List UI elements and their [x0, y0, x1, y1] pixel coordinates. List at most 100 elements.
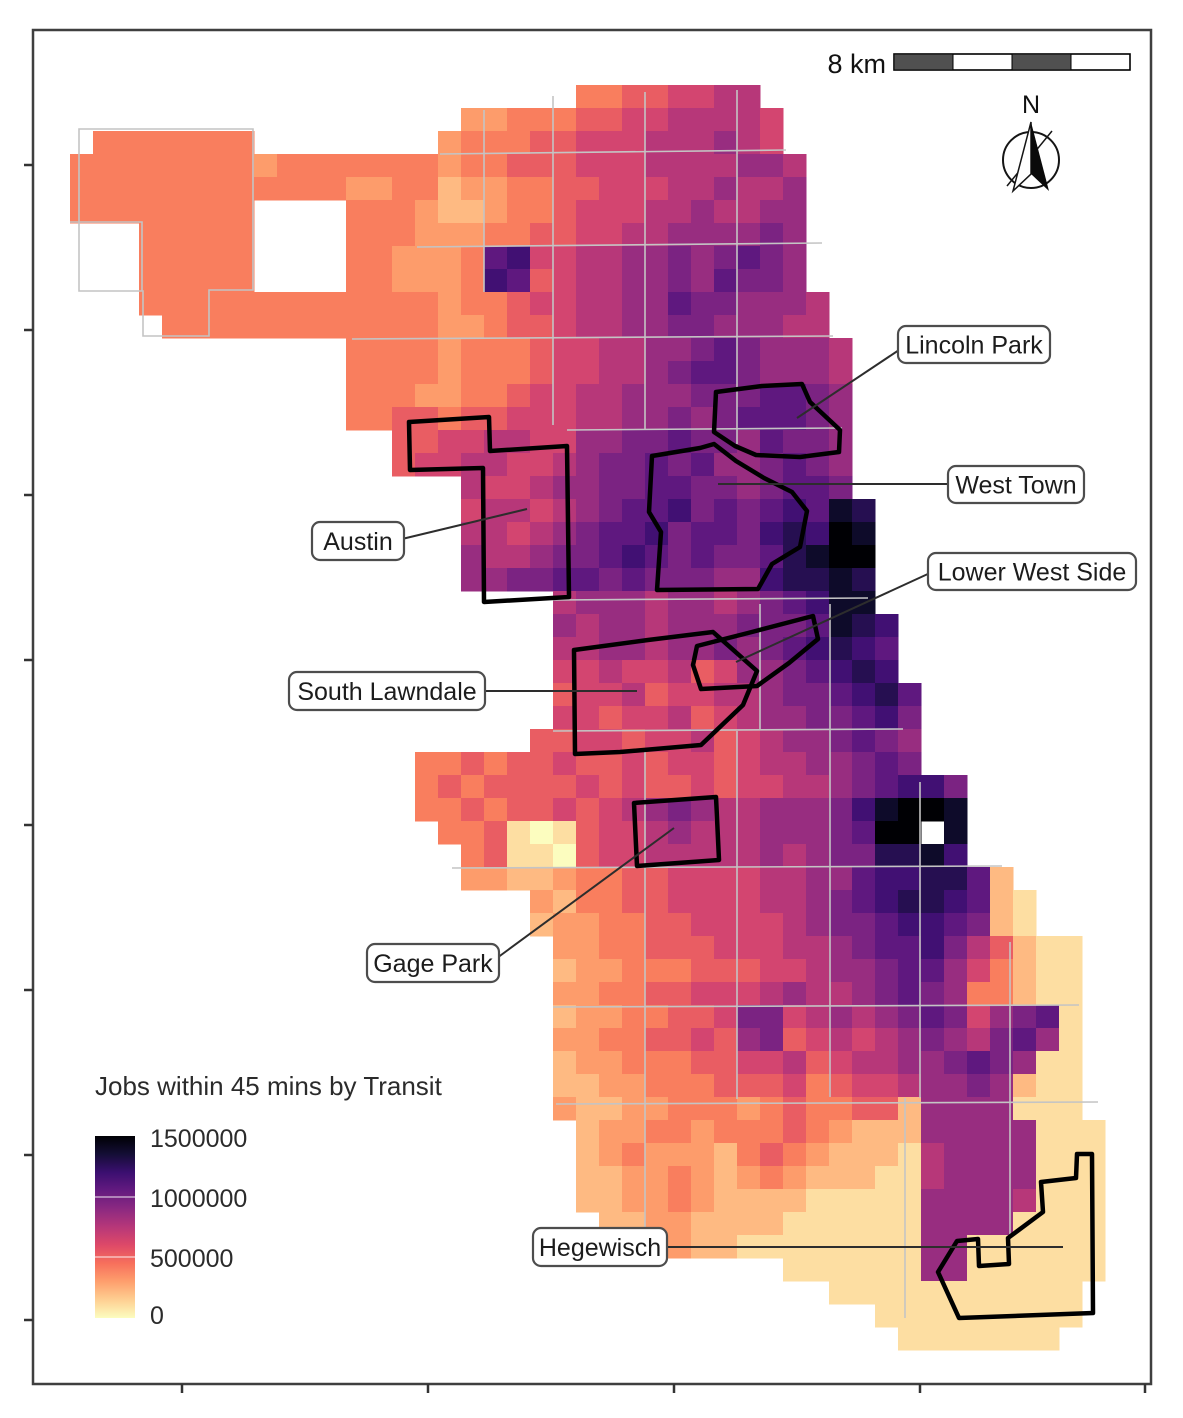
census-tract-cell	[645, 821, 669, 845]
census-tract-cell	[714, 1143, 738, 1167]
census-tract-cell	[553, 453, 577, 477]
census-tract-cell	[806, 1120, 830, 1144]
census-tract-cell	[737, 1120, 761, 1144]
census-tract-cell	[760, 453, 784, 477]
census-tract-cell	[530, 154, 554, 178]
census-tract-cell	[622, 361, 646, 385]
census-tract-cell	[783, 269, 807, 293]
census-tract-cell	[944, 936, 968, 960]
legend-tick-label: 0	[150, 1302, 164, 1330]
census-tract-cell	[484, 338, 508, 362]
census-tract-cell	[622, 1097, 646, 1121]
census-tract-cell	[829, 637, 853, 661]
census-tract-cell	[116, 177, 140, 201]
census-tract-cell	[852, 1212, 876, 1236]
census-tract-cell	[806, 798, 830, 822]
census-tract-cell	[576, 430, 600, 454]
census-tract-cell	[944, 867, 968, 891]
census-tract-cell	[231, 177, 255, 201]
census-tract-cell	[507, 476, 531, 500]
census-tract-cell	[208, 292, 232, 316]
census-tract-cell	[553, 982, 577, 1006]
census-tract-cell	[599, 867, 623, 891]
census-tract-cell	[461, 292, 485, 316]
census-tract-cell	[599, 154, 623, 178]
census-tract-cell	[1059, 1005, 1083, 1029]
census-tract-cell	[852, 683, 876, 707]
census-tract-cell	[507, 775, 531, 799]
census-tract-cell	[760, 384, 784, 408]
census-tract-cell	[829, 614, 853, 638]
census-tract-cell	[829, 1120, 853, 1144]
census-tract-cell	[714, 936, 738, 960]
census-tract-cell	[645, 85, 669, 109]
census-tract-cell	[461, 154, 485, 178]
census-tract-cell	[990, 1166, 1014, 1190]
census-tract-cell	[1036, 982, 1060, 1006]
census-tract-cell	[346, 200, 370, 224]
census-tract-cell	[668, 890, 692, 914]
census-tract-cell	[714, 292, 738, 316]
census-tract-cell	[737, 154, 761, 178]
census-tract-cell	[1013, 1028, 1037, 1052]
census-tract-cell	[576, 959, 600, 983]
census-tract-cell	[829, 361, 853, 385]
census-tract-cell	[990, 982, 1014, 1006]
census-tract-cell	[162, 223, 186, 247]
census-tract-cell	[369, 292, 393, 316]
census-tract-cell	[852, 890, 876, 914]
census-tract-cell	[553, 246, 577, 270]
census-tract-cell	[484, 177, 508, 201]
census-tract-cell	[806, 545, 830, 569]
census-tract-cell	[737, 499, 761, 523]
census-tract-cell	[507, 453, 531, 477]
census-tract-cell	[185, 223, 209, 247]
census-tract-cell	[553, 683, 577, 707]
census-tract-cell	[576, 384, 600, 408]
census-tract-cell	[714, 959, 738, 983]
census-tract-cell	[484, 568, 508, 592]
census-tract-cell	[691, 1074, 715, 1098]
census-tract-cell	[599, 959, 623, 983]
census-tract-cell	[668, 430, 692, 454]
census-tract-cell	[438, 798, 462, 822]
census-tract-cell	[484, 752, 508, 776]
census-tract-cell	[599, 591, 623, 615]
census-tract-cell	[944, 1143, 968, 1167]
legend-tick-label: 1000000	[150, 1185, 247, 1213]
census-tract-cell	[737, 476, 761, 500]
census-tract-cell	[1013, 913, 1037, 937]
census-tract-cell	[576, 85, 600, 109]
census-tract-cell	[599, 683, 623, 707]
census-tract-cell	[576, 177, 600, 201]
census-tract-cell	[783, 292, 807, 316]
census-tract-cell	[645, 936, 669, 960]
census-tract-cell	[599, 476, 623, 500]
census-tract-cell	[415, 384, 439, 408]
census-tract-cell	[829, 890, 853, 914]
census-tract-cell	[806, 982, 830, 1006]
census-tract-cell	[691, 522, 715, 546]
census-tract-cell	[760, 1166, 784, 1190]
census-tract-cell	[967, 936, 991, 960]
census-tract-cell	[139, 131, 163, 155]
census-tract-cell	[484, 315, 508, 339]
census-tract-cell	[139, 177, 163, 201]
census-tract-cell	[852, 522, 876, 546]
census-tract-cell	[576, 361, 600, 385]
census-tract-cell	[599, 545, 623, 569]
census-tract-cell	[921, 844, 945, 868]
census-tract-cell	[691, 867, 715, 891]
census-tract-cell	[829, 1051, 853, 1075]
census-tract-cell	[1013, 1051, 1037, 1075]
census-tract-cell	[829, 568, 853, 592]
census-tract-cell	[668, 407, 692, 431]
census-tract-cell	[484, 844, 508, 868]
census-tract-cell	[645, 200, 669, 224]
census-tract-cell	[622, 775, 646, 799]
census-tract-cell	[668, 315, 692, 339]
census-tract-cell	[461, 775, 485, 799]
census-tract-cell	[944, 1028, 968, 1052]
callout-leader-line	[735, 572, 931, 663]
census-tract-cell	[898, 775, 922, 799]
